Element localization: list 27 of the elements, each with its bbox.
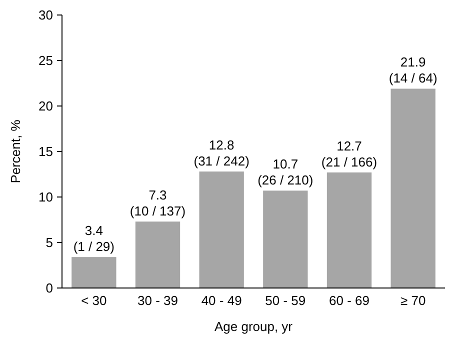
x-tick-label: 60 - 69 — [329, 293, 370, 308]
y-tick-label: 25 — [38, 53, 53, 68]
data-label: 12.8 (31 / 242) — [194, 138, 250, 169]
bar — [72, 257, 116, 288]
bar — [390, 88, 436, 288]
bar — [326, 172, 372, 288]
x-tick-label: ≥ 70 — [400, 293, 426, 308]
y-tick-label: 10 — [38, 190, 53, 205]
y-tick-label: 30 — [38, 8, 53, 23]
x-tick-label: < 30 — [81, 293, 107, 308]
bar — [199, 172, 244, 288]
y-tick-label: 15 — [38, 144, 53, 160]
data-label: 10.7 (26 / 210) — [258, 156, 314, 188]
x-tick-label: 40 - 49 — [201, 293, 242, 308]
bar — [263, 190, 308, 288]
y-tick-label: 0 — [46, 280, 53, 296]
data-label: 21.9 (14 / 64) — [388, 54, 438, 86]
data-label: 7.3 (10 / 137) — [130, 188, 186, 219]
y-tick-label: 20 — [38, 98, 53, 114]
x-tick-label: 50 - 59 — [265, 293, 306, 308]
x-axis-title: Age group, yr — [214, 319, 294, 334]
data-label: 12.7 (21 / 166) — [321, 138, 378, 170]
y-axis-title: Percent, % — [8, 119, 23, 184]
bar — [135, 222, 180, 288]
data-label: 3.4 (1 / 29) — [73, 223, 115, 254]
y-tick-label: 5 — [46, 235, 53, 250]
x-tick-label: 30 - 39 — [138, 293, 178, 308]
